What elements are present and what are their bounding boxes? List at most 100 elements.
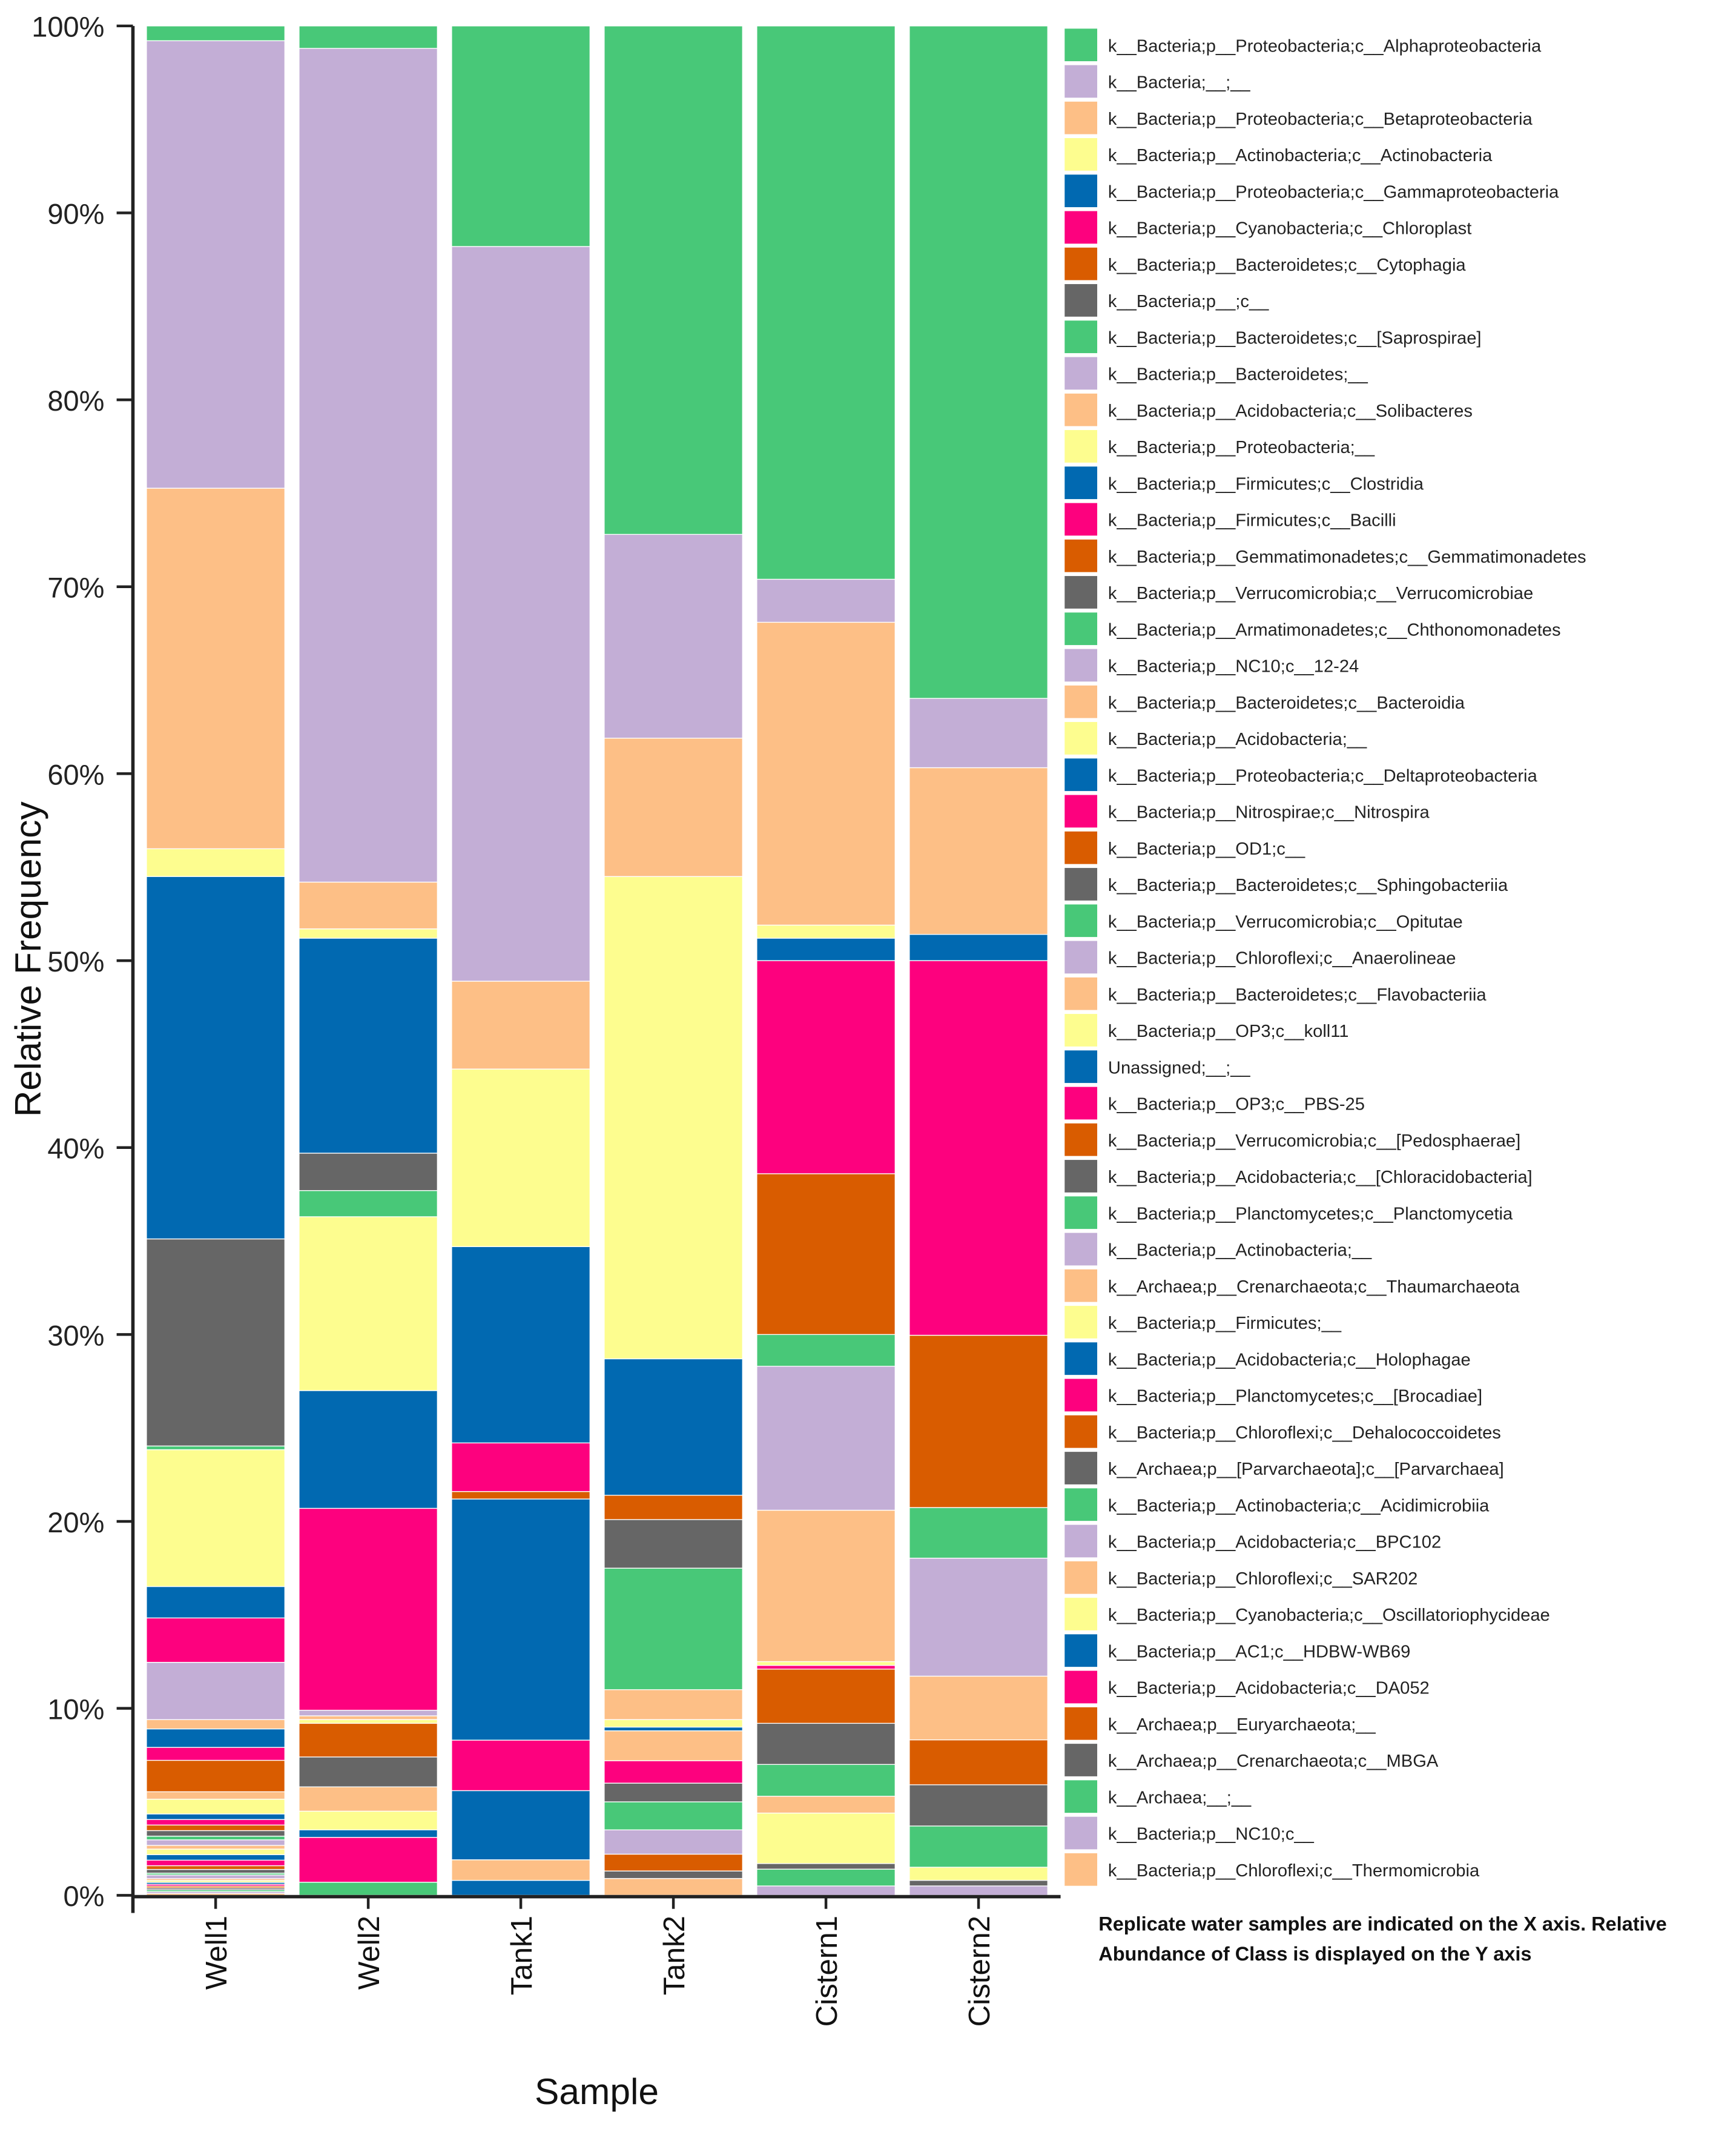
bar-segment xyxy=(909,960,1048,1336)
bar-segment xyxy=(451,1246,591,1444)
bar-segment xyxy=(756,1665,896,1670)
legend-label: k__Bacteria;__;__ xyxy=(1108,73,1250,93)
bar-segment xyxy=(604,1495,743,1520)
bar-segment xyxy=(756,1796,896,1814)
legend-swatch xyxy=(1064,430,1098,463)
bar-segment xyxy=(909,1784,1048,1827)
legend-item: Unassigned;__;__ xyxy=(1064,1050,1250,1084)
legend-swatch xyxy=(1064,1524,1098,1558)
legend-label: k__Archaea;__;__ xyxy=(1108,1788,1252,1807)
bar-segment xyxy=(756,1885,896,1896)
legend-swatch xyxy=(1064,868,1098,901)
legend-swatch xyxy=(1064,1707,1098,1740)
bar-segment xyxy=(604,1801,743,1830)
bar-segment xyxy=(299,1882,438,1896)
legend-label: Unassigned;__;__ xyxy=(1108,1058,1250,1077)
bar-segment xyxy=(299,1786,438,1812)
legend-label: k__Bacteria;p__Gemmatimonadetes;c__Gemma… xyxy=(1108,548,1586,567)
legend-item: k__Bacteria;p__Cyanobacteria;c__Chloropl… xyxy=(1064,211,1471,244)
legend-swatch xyxy=(1064,1342,1098,1375)
legend-swatch xyxy=(1064,977,1098,1010)
x-tick-label: Cistern2 xyxy=(963,1916,996,2027)
bar-segment xyxy=(604,1760,743,1784)
legend-label: k__Bacteria;p__Chloroflexi;c__Dehalococc… xyxy=(1108,1423,1501,1443)
bar-segment xyxy=(756,924,896,939)
bar-segment xyxy=(604,1730,743,1761)
legend-item: k__Bacteria;p__Acidobacteria;c__Solibact… xyxy=(1064,393,1473,426)
legend-swatch xyxy=(1064,1050,1098,1084)
bar-segment xyxy=(604,1358,743,1496)
legend-label: k__Bacteria;p__Acidobacteria;c__BPC102 xyxy=(1108,1533,1441,1552)
bar-segment xyxy=(756,578,896,623)
legend-label: k__Archaea;p__Euryarchaeota;__ xyxy=(1108,1715,1376,1735)
legend-label: k__Bacteria;p__Proteobacteria;c__Deltapr… xyxy=(1108,766,1538,786)
legend-item: k__Bacteria;p__Cyanobacteria;c__Oscillat… xyxy=(1064,1598,1550,1630)
bar-segment xyxy=(909,1879,1048,1887)
legend-swatch xyxy=(1064,1123,1098,1156)
bar-segment xyxy=(451,1739,591,1792)
legend-label: k__Bacteria;p__Acidobacteria;c__[Chlorac… xyxy=(1108,1168,1533,1187)
legend-label: k__Bacteria;p__Acidobacteria;__ xyxy=(1108,730,1367,749)
bar-segment xyxy=(146,1845,286,1850)
legend-item: k__Bacteria;p__Planctomycetes;c__Plancto… xyxy=(1064,1196,1513,1229)
legend-item: k__Bacteria;p__Acidobacteria;c__[Chlorac… xyxy=(1064,1160,1533,1193)
legend-label: k__Bacteria;p__Bacteroidetes;c__Bacteroi… xyxy=(1108,693,1465,713)
bar-segment xyxy=(756,1722,896,1765)
bar-segment xyxy=(909,1507,1048,1559)
legend-item: k__Bacteria;p__Actinobacteria;__ xyxy=(1064,1233,1372,1266)
legend-item: k__Bacteria;p__Proteobacteria;__ xyxy=(1064,430,1375,463)
legend-label: k__Bacteria;p__Bacteroidetes;c__Sphingob… xyxy=(1108,876,1508,895)
legend-item: k__Archaea;p__[Parvarchaeota];c__[Parvar… xyxy=(1064,1452,1504,1484)
bar-segment xyxy=(756,1509,896,1663)
bar-segment xyxy=(146,1798,286,1815)
x-tick-label: Well1 xyxy=(200,1916,233,1990)
bar-segment xyxy=(604,1782,743,1802)
legend-item: k__Bacteria;p__Bacteroidetes;__ xyxy=(1064,357,1368,390)
bar-segment xyxy=(604,738,743,877)
legend-label: k__Bacteria;p__OP3;c__PBS-25 xyxy=(1108,1095,1365,1114)
bar-segment xyxy=(604,1726,743,1732)
legend-swatch xyxy=(1064,722,1098,755)
legend-item: k__Bacteria;p__Firmicutes;__ xyxy=(1064,1306,1342,1339)
bar-segment xyxy=(451,981,591,1070)
bar-segment xyxy=(146,1839,286,1846)
bar-segment xyxy=(909,934,1048,961)
legend-item: k__Bacteria;p__;c__ xyxy=(1064,284,1269,317)
legend-swatch xyxy=(1064,649,1098,682)
bar-segment xyxy=(909,1825,1048,1868)
legend-label: k__Bacteria;p__Armatimonadetes;c__Chthon… xyxy=(1108,620,1561,640)
legend-label: k__Bacteria;p__Proteobacteria;c__Gammapr… xyxy=(1108,182,1559,202)
legend-swatch xyxy=(1064,466,1098,500)
bar-segment xyxy=(604,1719,743,1728)
legend-item: k__Bacteria;p__OP3;c__PBS-25 xyxy=(1064,1087,1365,1120)
legend-swatch xyxy=(1064,1306,1098,1339)
legend-label: k__Bacteria;p__Acidobacteria;c__Holophag… xyxy=(1108,1350,1471,1369)
legend-swatch xyxy=(1064,1415,1098,1448)
legend-swatch xyxy=(1064,138,1098,171)
legend-swatch xyxy=(1064,320,1098,354)
legend-swatch xyxy=(1064,685,1098,718)
bar-segment xyxy=(756,25,896,580)
bar-segment xyxy=(299,1715,438,1720)
y-tick-label: 10% xyxy=(47,1693,104,1726)
x-tick-label: Tank1 xyxy=(505,1916,538,1995)
legend-swatch xyxy=(1064,612,1098,646)
y-tick-label: 100% xyxy=(31,11,104,43)
legend-item: k__Bacteria;p__Proteobacteria;c__Alphapr… xyxy=(1064,28,1542,62)
bar-segment xyxy=(146,1875,286,1879)
legend-item: k__Bacteria;p__AC1;c__HDBW-WB69 xyxy=(1064,1634,1410,1667)
legend-label: k__Bacteria;p__Bacteroidetes;__ xyxy=(1108,365,1368,385)
legend-label: k__Bacteria;p__Verrucomicrobia;c__Verruc… xyxy=(1108,584,1533,603)
legend-item: k__Bacteria;p__Bacteroidetes;c__Sphingob… xyxy=(1064,868,1508,901)
bar-segment xyxy=(146,1824,286,1832)
bar-segment xyxy=(299,1710,438,1716)
legend-swatch xyxy=(1064,1196,1098,1229)
bar-segment xyxy=(146,1728,286,1748)
legend-item: k__Bacteria;p__Acidobacteria;__ xyxy=(1064,722,1367,755)
y-tick-label: 40% xyxy=(47,1133,104,1165)
y-axis-title: Relative Frequency xyxy=(7,801,48,1117)
bar-segment xyxy=(604,25,743,535)
bar-segment xyxy=(146,1661,286,1720)
legend-swatch xyxy=(1064,1634,1098,1667)
bar-segment xyxy=(299,1756,438,1787)
